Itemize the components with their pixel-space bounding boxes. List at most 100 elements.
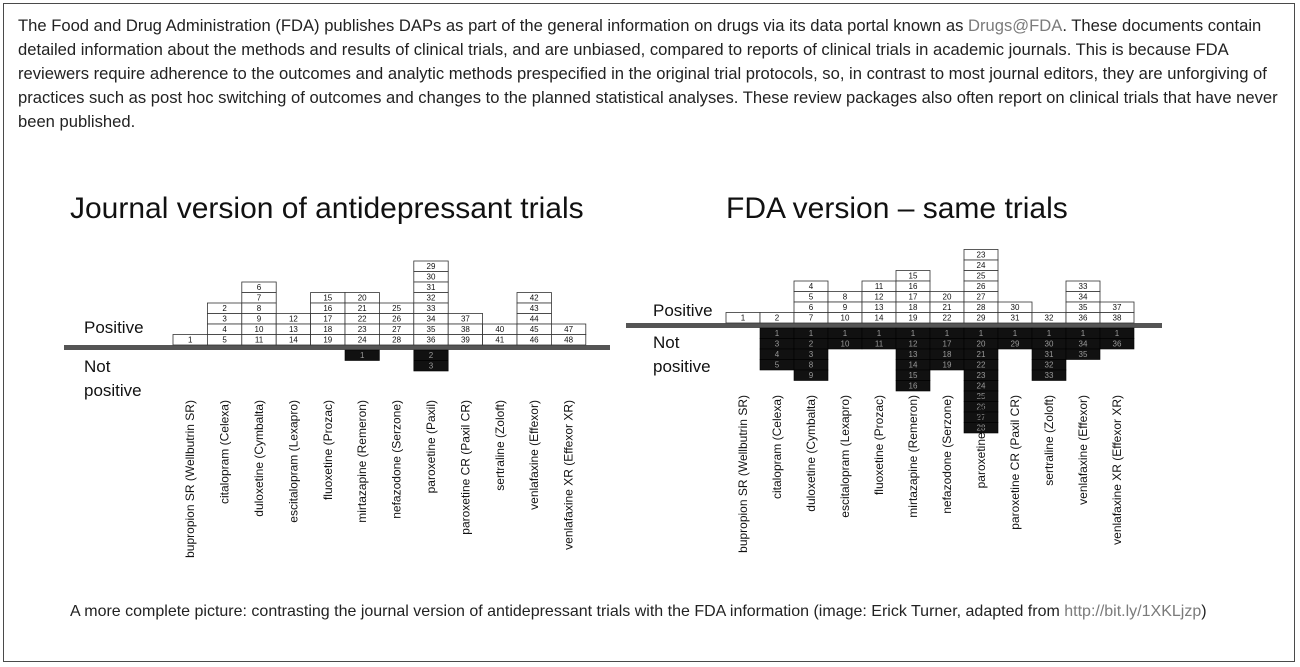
chart2-not-positive-box-label: 4 xyxy=(775,350,780,359)
chart2-not-positive-box-label: 17 xyxy=(943,339,952,348)
chart1-positive-box-label: 33 xyxy=(427,304,436,313)
chart2-baseline xyxy=(626,323,1162,328)
chart1-positive-box-label: 30 xyxy=(427,272,436,281)
chart1-positive-box-label: 21 xyxy=(358,304,367,313)
chart2-positive-box-label: 29 xyxy=(977,313,986,322)
chart2-positive-box-label: 32 xyxy=(1045,313,1054,322)
chart1-positive-box-label: 23 xyxy=(358,325,367,334)
chart1-positive-box-label: 22 xyxy=(358,314,367,323)
chart2-not-positive-box-label: 11 xyxy=(875,339,884,348)
chart1-positive-box-label: 29 xyxy=(427,262,436,271)
chart2-not-positive-box-label: 1 xyxy=(809,329,814,338)
chart2-not-positive-box-label: 15 xyxy=(909,371,918,380)
chart1-category-label: venlafaxine XR (Effexor XR) xyxy=(562,400,576,550)
chart2-not-positive-box-label: 34 xyxy=(1079,339,1088,348)
chart2-positive-box-label: 15 xyxy=(909,271,918,280)
caption-link[interactable]: http://bit.ly/1XKLjzp xyxy=(1064,603,1202,620)
chart2-positive-box-label: 21 xyxy=(943,303,952,312)
chart1-positive-box-label: 40 xyxy=(495,325,504,334)
chart1-positive-box-label: 27 xyxy=(392,325,401,334)
chart1-positive-box-label: 7 xyxy=(257,293,262,302)
chart2-positive-box-label: 28 xyxy=(977,303,986,312)
caption-text: A more complete picture: contrasting the… xyxy=(70,603,1065,620)
chart2-positive-box-label: 19 xyxy=(909,313,918,322)
chart1-category-label: nefazodone (Serzone) xyxy=(390,400,404,519)
intro-text-rest: . These documents contain detailed infor… xyxy=(18,16,1278,131)
chart1-category-label: sertraline (Zoloft) xyxy=(493,400,507,491)
chart1-category-label: citalopram (Celexa) xyxy=(218,400,232,504)
chart1-not-positive-label-line2: positive xyxy=(84,381,142,400)
chart2-category-label: escitalopram (Lexapro) xyxy=(838,395,852,518)
chart2-not-positive-box xyxy=(895,380,931,392)
chart2-positive-box-label: 25 xyxy=(977,271,986,280)
chart2-positive-box-label: 9 xyxy=(843,303,848,312)
chart2-positive-box-label: 1 xyxy=(741,313,746,322)
chart1-title: Journal version of antidepressant trials xyxy=(70,192,584,225)
chart2-not-positive-box-label: 1 xyxy=(979,329,984,338)
intro-paragraph: The Food and Drug Administration (FDA) p… xyxy=(18,14,1278,134)
chart1-category-label: mirtazapine (Remeron) xyxy=(355,400,369,523)
chart2-not-positive-box-label: 33 xyxy=(1045,371,1054,380)
chart2-not-positive-box-label: 1 xyxy=(1013,329,1018,338)
chart1-positive-box-label: 16 xyxy=(323,304,332,313)
drugs-fda-link[interactable]: Drugs@FDA xyxy=(968,16,1063,35)
chart2-not-positive-box-label: 21 xyxy=(977,350,986,359)
chart2-positive-box-label: 14 xyxy=(875,313,884,322)
chart2-category-label: bupropion SR (Wellbutrin SR) xyxy=(736,395,750,553)
chart1-not-positive-box xyxy=(344,349,380,361)
chart2-positive-box-label: 11 xyxy=(875,282,884,291)
chart2-not-positive-label-line1: Not xyxy=(653,333,680,352)
chart2-positive-box-label: 30 xyxy=(1011,303,1020,312)
chart2-not-positive-box-label: 30 xyxy=(1045,339,1054,348)
chart1-positive-box-label: 43 xyxy=(530,304,539,313)
chart2-category-label: nefazodone (Serzone) xyxy=(940,395,954,514)
chart2-not-positive-box-label: 14 xyxy=(909,360,918,369)
chart1-positive-box-label: 48 xyxy=(564,335,573,344)
chart1-positive-box-label: 14 xyxy=(289,335,298,344)
chart2-not-positive-box-label: 36 xyxy=(1113,339,1122,348)
chart1-positive-box-label: 32 xyxy=(427,293,436,302)
chart1-positive-box-label: 3 xyxy=(222,314,227,323)
chart2-positive-box-label: 16 xyxy=(909,282,918,291)
chart1-positive-box-label: 19 xyxy=(323,335,332,344)
chart2-not-positive-box xyxy=(793,369,829,381)
figure-caption: A more complete picture: contrasting the… xyxy=(70,600,1230,624)
chart2-positive-box-label: 18 xyxy=(909,303,918,312)
chart2-positive-box-label: 8 xyxy=(843,292,848,301)
chart2-positive-box-label: 34 xyxy=(1079,292,1088,301)
chart2-positive-box-label: 2 xyxy=(775,313,780,322)
chart1-not-positive-box-label: 2 xyxy=(429,351,434,360)
chart1-positive-box-label: 39 xyxy=(461,335,470,344)
chart1-positive-box-label: 11 xyxy=(255,335,264,344)
chart1-positive-label: Positive xyxy=(84,318,144,337)
chart2-positive-box-label: 26 xyxy=(977,282,986,291)
chart2-positive-box-label: 24 xyxy=(977,261,986,270)
chart1-positive-box-label: 34 xyxy=(427,314,436,323)
chart1-positive-box-label: 5 xyxy=(222,335,227,344)
chart1-positive-box-label: 38 xyxy=(461,325,470,334)
chart2-positive-box-label: 10 xyxy=(841,313,850,322)
chart1-positive-box-label: 46 xyxy=(530,335,539,344)
chart2-positive-box-label: 36 xyxy=(1079,313,1088,322)
chart2-not-positive-box xyxy=(1065,348,1101,360)
chart2-not-positive-box-label: 8 xyxy=(809,360,814,369)
chart1-positive-box-label: 42 xyxy=(530,293,539,302)
chart1-positive-box-label: 18 xyxy=(323,325,332,334)
chart1-positive-box-label: 35 xyxy=(427,325,436,334)
chart2-positive-box-label: 17 xyxy=(909,292,918,301)
chart2-not-positive-label-line2: positive xyxy=(653,357,711,376)
chart1-category-label: venlafaxine (Effexor) xyxy=(527,400,541,510)
chart2-not-positive-box-label: 10 xyxy=(841,339,850,348)
chart2-not-positive-box-label: 1 xyxy=(1115,329,1120,338)
chart1-category-label: duloxetine (Cymbalta) xyxy=(252,400,266,517)
chart2-not-positive-box-label: 2 xyxy=(809,339,814,348)
chart2-not-positive-box-label: 35 xyxy=(1079,350,1088,359)
chart1-positive-box-label: 47 xyxy=(564,325,573,334)
chart2-not-positive-box-label: 12 xyxy=(909,339,918,348)
chart2-not-positive-box xyxy=(1099,338,1135,350)
chart2-not-positive-box-label: 25 xyxy=(977,392,986,401)
chart2-positive-box-label: 38 xyxy=(1113,313,1122,322)
chart1-positive-box-label: 9 xyxy=(257,314,262,323)
caption-text-end: ) xyxy=(1201,603,1207,620)
chart1-positive-box-label: 36 xyxy=(427,335,436,344)
